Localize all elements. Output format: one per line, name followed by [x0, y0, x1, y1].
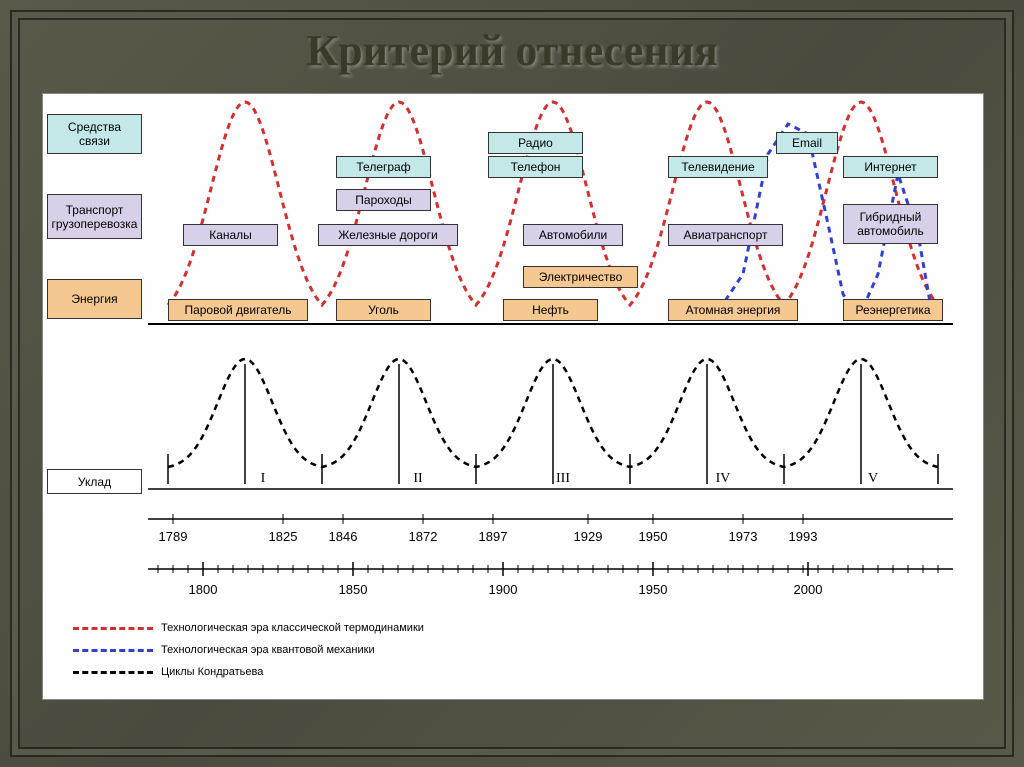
- legend-text: Технологическая эра классической термоди…: [161, 622, 424, 634]
- svg-text:1789: 1789: [159, 529, 188, 544]
- svg-text:2000: 2000: [794, 582, 823, 597]
- wave-chart: IIIIIIIVV1789182518461872189719291950197…: [43, 94, 983, 699]
- comm-box: Телеграф: [336, 156, 431, 178]
- legend-swatch: [73, 627, 153, 630]
- energy-box: Реэнергетика: [843, 299, 943, 321]
- svg-text:1850: 1850: [339, 582, 368, 597]
- slide: Критерий отнесения Средства связи Трансп…: [0, 0, 1024, 767]
- legend-text: Технологическая эра квантовой механики: [161, 644, 375, 656]
- transport-box: Железные дороги: [318, 224, 458, 246]
- svg-text:III: III: [556, 471, 570, 486]
- legend-text: Циклы Кондратьева: [161, 666, 263, 678]
- svg-text:1900: 1900: [489, 582, 518, 597]
- legend-swatch: [73, 671, 153, 674]
- svg-text:1993: 1993: [789, 529, 818, 544]
- svg-text:1800: 1800: [189, 582, 218, 597]
- chart-container: Средства связи Транспорт грузоперевозка …: [42, 93, 984, 700]
- page-title: Критерий отнесения: [0, 25, 1024, 76]
- svg-text:1846: 1846: [329, 529, 358, 544]
- transport-box: Автомобили: [523, 224, 623, 246]
- energy-box: Уголь: [336, 299, 431, 321]
- legend-item: Технологическая эра классической термоди…: [73, 622, 424, 634]
- legend-item: Технологическая эра квантовой механики: [73, 644, 375, 656]
- transport-box: Каналы: [183, 224, 278, 246]
- energy-box: Электричество: [523, 266, 638, 288]
- transport-box: Пароходы: [336, 189, 431, 211]
- comm-box: Интернет: [843, 156, 938, 178]
- legend-swatch: [73, 649, 153, 652]
- svg-text:I: I: [261, 471, 266, 486]
- comm-box: Телефон: [488, 156, 583, 178]
- energy-box: Нефть: [503, 299, 598, 321]
- svg-text:1872: 1872: [409, 529, 438, 544]
- svg-text:1929: 1929: [574, 529, 603, 544]
- comm-box: Радио: [488, 132, 583, 154]
- svg-text:1897: 1897: [479, 529, 508, 544]
- legend-item: Циклы Кондратьева: [73, 666, 263, 678]
- comm-box: Email: [776, 132, 838, 154]
- svg-text:1950: 1950: [639, 582, 668, 597]
- comm-box: Телевидение: [668, 156, 768, 178]
- transport-box: Авиатранспорт: [668, 224, 783, 246]
- svg-text:1973: 1973: [729, 529, 758, 544]
- svg-text:IV: IV: [716, 471, 731, 486]
- energy-box: Паровой двигатель: [168, 299, 308, 321]
- energy-box: Атомная энергия: [668, 299, 798, 321]
- svg-text:V: V: [868, 471, 878, 486]
- svg-text:II: II: [413, 471, 423, 486]
- transport-box: Гибридный автомобиль: [843, 204, 938, 244]
- svg-text:1950: 1950: [639, 529, 668, 544]
- svg-text:1825: 1825: [269, 529, 298, 544]
